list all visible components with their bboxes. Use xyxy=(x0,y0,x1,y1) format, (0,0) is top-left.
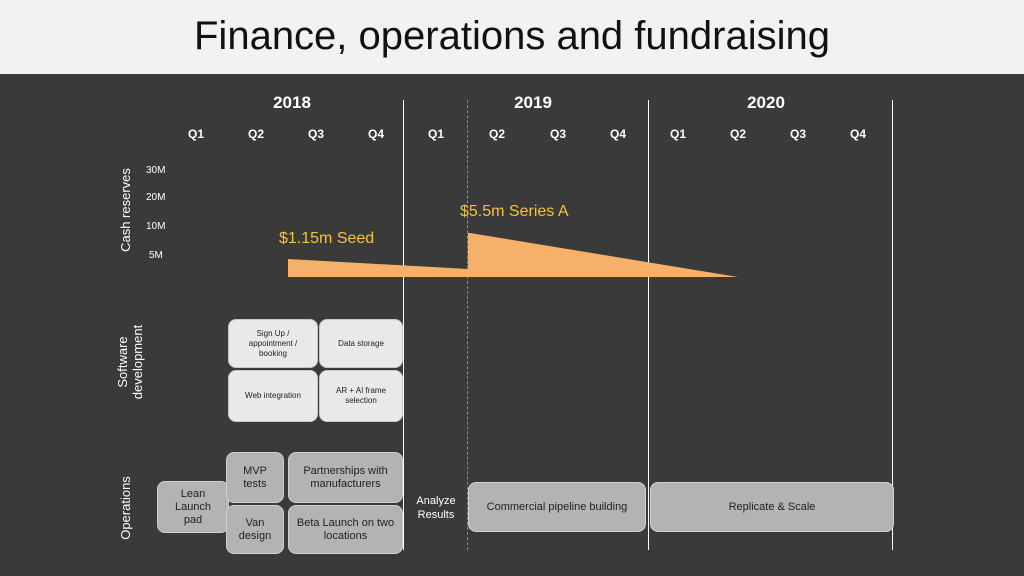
cash-tick-label: 10M xyxy=(146,221,166,232)
beta-launch-box: Beta Launch on two locations xyxy=(288,505,403,554)
quarter-label: Q3 xyxy=(549,127,566,141)
seed-round-label: $1.15m Seed xyxy=(279,230,375,247)
quarter-label: Q2 xyxy=(729,127,746,141)
quarter-label: Q4 xyxy=(849,127,866,141)
partnerships-text: Partnerships with manufacturers xyxy=(303,464,388,490)
year-divider-2020-end xyxy=(892,100,893,550)
analyze-results-text: Analyze Results xyxy=(416,495,456,521)
ar-ai-frame-selection-text: AR + AI frame selection xyxy=(335,386,387,405)
quarter-label: Q3 xyxy=(307,127,324,141)
quarter-divider xyxy=(467,100,468,550)
quarter-label: Q4 xyxy=(609,127,626,141)
year-divider-2018-2019 xyxy=(403,100,404,550)
web-integration-text: Web integration xyxy=(245,391,301,400)
signup-booking-box: Sign Up / appointment / booking xyxy=(228,319,318,368)
lean-launch-pad-box: Lean Launch pad xyxy=(157,481,229,533)
data-storage-text: Data storage xyxy=(338,338,384,348)
replicate-scale-text: Replicate & Scale xyxy=(728,500,816,513)
lean-launch-pad-text: Lean Launch pad xyxy=(174,487,212,526)
cash-reserves-polygon xyxy=(288,233,738,277)
year-2019-label: 2019 xyxy=(514,93,552,112)
beta-launch-text: Beta Launch on two locations xyxy=(296,516,395,542)
partnerships-box: Partnerships with manufacturers xyxy=(288,452,403,503)
cash-tick-label: 30M xyxy=(146,165,166,176)
cash-tick-label: 20M xyxy=(146,192,166,203)
web-integration-box: Web integration xyxy=(228,370,318,422)
quarter-label: Q1 xyxy=(669,127,686,141)
quarter-label: Q2 xyxy=(488,127,505,141)
year-divider-2019-2020 xyxy=(648,100,649,550)
page-title: Finance, operations and fundraising xyxy=(194,14,830,58)
signup-booking-text: Sign Up / appointment / booking xyxy=(248,328,298,358)
year-2018-label: 2018 xyxy=(273,93,311,112)
title-band xyxy=(0,0,1024,74)
quarter-label: Q1 xyxy=(187,127,204,141)
commercial-pipeline-box: Commercial pipeline building xyxy=(468,482,646,532)
year-2020-label: 2020 xyxy=(747,93,785,112)
cash-tick-label: 5M xyxy=(149,250,163,261)
van-design-text: Van design xyxy=(238,516,272,542)
replicate-scale-box: Replicate & Scale xyxy=(650,482,894,532)
commercial-pipeline-text: Commercial pipeline building xyxy=(486,500,628,513)
quarter-label: Q4 xyxy=(367,127,384,141)
mvp-tests-text: MVP tests xyxy=(243,464,267,490)
mvp-tests-box: MVP tests xyxy=(226,452,284,503)
quarter-label: Q2 xyxy=(247,127,264,141)
van-design-box: Van design xyxy=(226,505,284,554)
quarter-label: Q1 xyxy=(427,127,444,141)
ar-ai-frame-selection-box: AR + AI frame selection xyxy=(319,370,403,422)
series-a-round-label: $5.5m Series A xyxy=(460,203,569,220)
quarter-label: Q3 xyxy=(789,127,806,141)
data-storage-box: Data storage xyxy=(319,319,403,368)
